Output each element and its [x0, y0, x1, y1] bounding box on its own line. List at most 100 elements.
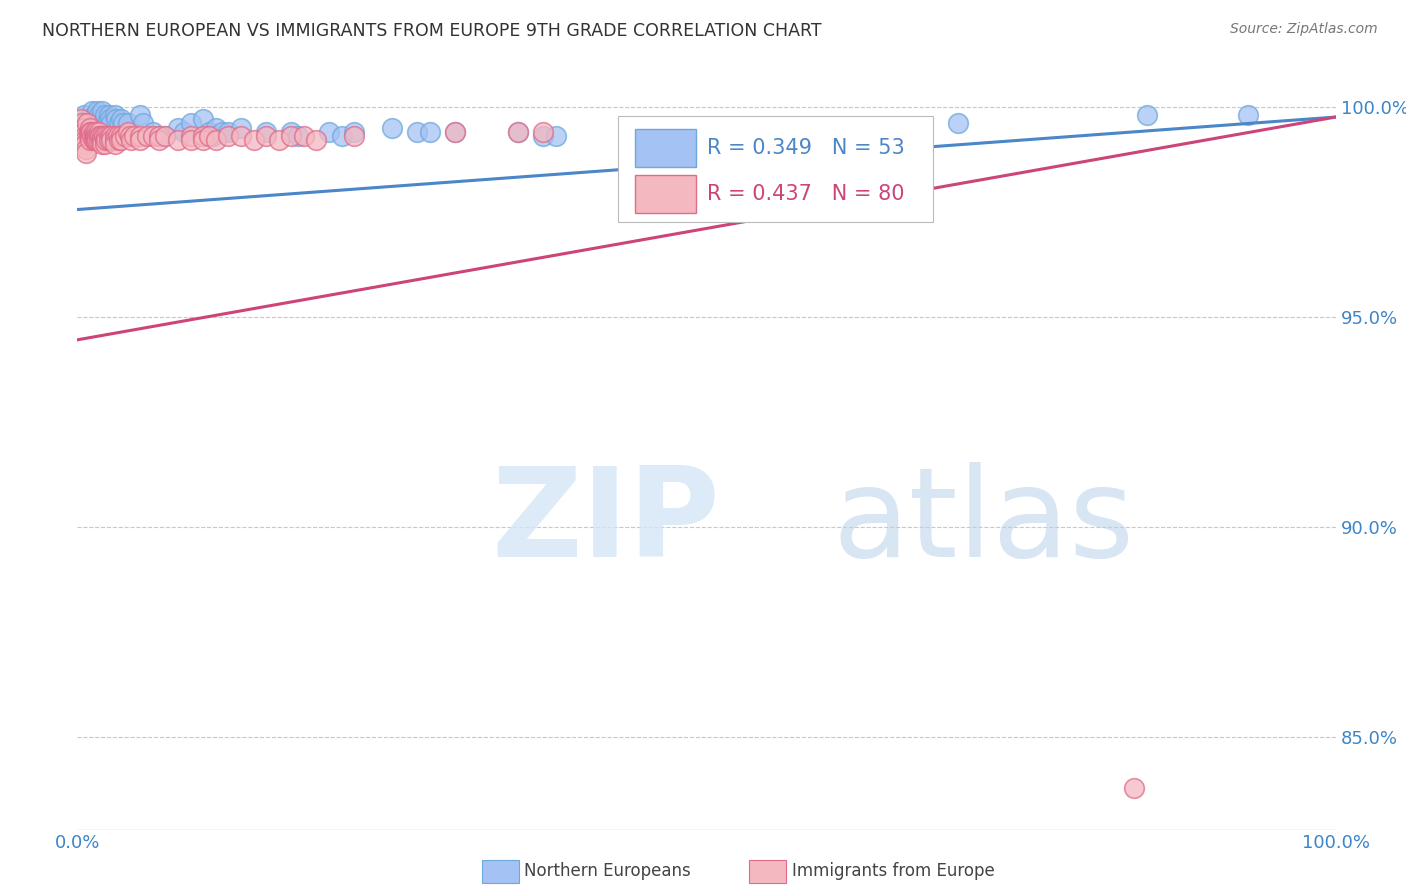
Point: [104, 133, 127, 147]
Point: [343, 125, 366, 139]
Point: [84, 125, 107, 139]
Point: [180, 133, 202, 147]
Text: Immigrants from Europe: Immigrants from Europe: [792, 862, 994, 880]
Point: [87, 108, 110, 122]
Point: [180, 116, 202, 130]
Point: [107, 128, 129, 143]
Point: [155, 128, 177, 143]
Text: R = 0.349   N = 53: R = 0.349 N = 53: [707, 138, 904, 159]
Point: [948, 116, 970, 130]
Point: [72, 125, 94, 139]
Point: [73, 137, 96, 152]
Point: [104, 108, 127, 122]
Point: [444, 125, 467, 139]
Point: [254, 128, 277, 143]
FancyBboxPatch shape: [619, 117, 934, 222]
Point: [117, 116, 139, 130]
Point: [89, 128, 111, 143]
Point: [419, 125, 441, 139]
Point: [83, 133, 105, 147]
Point: [191, 112, 215, 127]
Point: [75, 142, 97, 156]
Point: [90, 133, 112, 147]
Point: [87, 133, 110, 147]
Point: [79, 125, 101, 139]
Point: [381, 120, 404, 135]
Point: [77, 128, 100, 143]
Point: [84, 133, 107, 147]
Point: [544, 128, 567, 143]
Point: [117, 125, 139, 139]
Point: [132, 116, 155, 130]
Point: [83, 128, 105, 143]
Point: [91, 133, 114, 147]
Point: [242, 133, 264, 147]
Point: [79, 120, 101, 135]
Point: [86, 133, 108, 147]
Point: [80, 125, 103, 139]
Point: [100, 133, 122, 147]
Text: Northern Europeans: Northern Europeans: [524, 862, 692, 880]
Point: [82, 128, 104, 143]
Point: [79, 112, 101, 127]
Point: [280, 125, 302, 139]
Point: [111, 116, 134, 130]
Point: [100, 116, 122, 130]
Point: [343, 128, 366, 143]
Point: [167, 133, 190, 147]
Point: [73, 133, 96, 147]
Point: [93, 112, 115, 127]
Point: [82, 103, 104, 118]
Point: [120, 128, 142, 143]
Text: NORTHERN EUROPEAN VS IMMIGRANTS FROM EUROPE 9TH GRADE CORRELATION CHART: NORTHERN EUROPEAN VS IMMIGRANTS FROM EUR…: [42, 22, 821, 40]
Point: [204, 133, 226, 147]
Point: [96, 133, 118, 147]
Point: [292, 128, 315, 143]
Point: [406, 125, 429, 139]
Point: [129, 133, 152, 147]
Point: [86, 128, 108, 143]
Point: [129, 108, 152, 122]
Point: [72, 120, 94, 135]
Point: [758, 125, 780, 139]
Point: [91, 128, 114, 143]
Point: [254, 125, 277, 139]
Point: [287, 128, 309, 143]
Text: ZIP: ZIP: [492, 462, 720, 582]
Point: [84, 128, 107, 143]
FancyBboxPatch shape: [634, 128, 696, 167]
Point: [110, 128, 132, 143]
Point: [87, 125, 110, 139]
Point: [105, 112, 128, 127]
Point: [94, 133, 117, 147]
Point: [79, 128, 101, 143]
Point: [108, 116, 131, 130]
Point: [100, 128, 122, 143]
Text: Source: ZipAtlas.com: Source: ZipAtlas.com: [1230, 22, 1378, 37]
Point: [84, 128, 107, 143]
Point: [77, 125, 100, 139]
Point: [506, 125, 529, 139]
Point: [89, 112, 111, 127]
Point: [155, 128, 177, 143]
Text: atlas: atlas: [832, 462, 1135, 582]
Point: [97, 128, 120, 143]
Point: [83, 125, 105, 139]
Point: [167, 120, 190, 135]
Point: [1236, 108, 1258, 122]
Point: [135, 128, 157, 143]
Point: [87, 128, 110, 143]
Point: [120, 133, 142, 147]
Point: [96, 112, 118, 127]
Point: [267, 133, 290, 147]
Point: [79, 133, 101, 147]
Point: [202, 128, 225, 143]
FancyBboxPatch shape: [634, 175, 696, 213]
Point: [91, 137, 114, 152]
Text: R = 0.437   N = 80: R = 0.437 N = 80: [707, 184, 904, 203]
Point: [330, 128, 353, 143]
Point: [91, 103, 114, 118]
Point: [506, 125, 529, 139]
Point: [444, 125, 467, 139]
Point: [73, 128, 96, 143]
